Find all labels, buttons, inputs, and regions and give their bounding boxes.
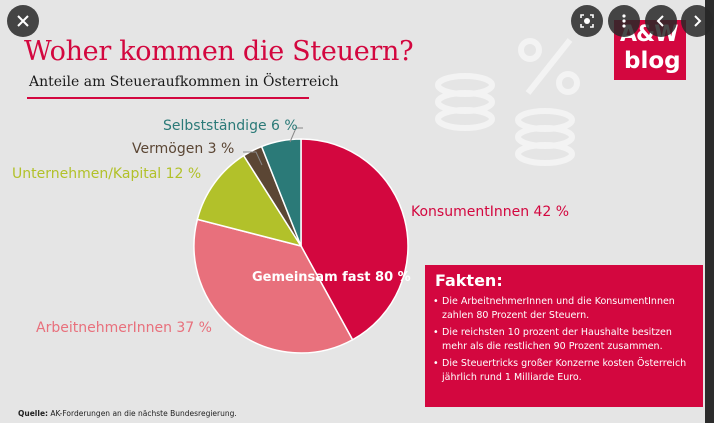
facts-box: Fakten: Die ArbeitnehmerInnen und die Ko… [425, 265, 703, 407]
source-label: Quelle: [18, 409, 49, 418]
source-note: Quelle: AK-Forderungen an die nächste Bu… [18, 409, 237, 418]
close-button[interactable] [7, 5, 39, 37]
lens-button[interactable] [571, 5, 603, 37]
previous-button[interactable] [645, 5, 677, 37]
close-icon [17, 15, 29, 27]
subtitle-underline [27, 97, 309, 99]
next-button[interactable] [681, 5, 713, 37]
page-subtitle: Anteile am Steueraufkommen in Österreich [29, 74, 339, 90]
slice-label-konsumentinnen: KonsumentInnen 42 % [411, 204, 570, 220]
more-vert-icon [622, 14, 626, 28]
fact-item: Die reichsten 10 prozent der Haushalte b… [433, 326, 699, 354]
pie-slice-konsumentinnen [300, 138, 409, 341]
slice-label-unternehmen: Unternehmen/Kapital 12 % [12, 166, 202, 182]
page-title: Woher kommen die Steuern? [24, 36, 414, 67]
leader-vermoegen [243, 151, 263, 166]
lens-icon [580, 14, 594, 28]
fact-item: Die Steuertricks großer Konzerne kosten … [433, 357, 699, 385]
pie-slice-arbeitnehmerinnen [193, 218, 354, 354]
center-annotation: Gemeinsam fast 80 % [252, 270, 411, 285]
leader-selbststaendige [289, 127, 303, 143]
slice-label-selbststaendige: Selbstständige 6 % [163, 118, 298, 134]
facts-list: Die ArbeitnehmerInnen und die KonsumentI… [433, 295, 699, 388]
chevron-left-icon [656, 15, 664, 27]
logo-line2: blog [624, 48, 681, 74]
source-text: AK-Forderungen an die nächste Bundesregi… [48, 409, 237, 418]
fact-item: Die ArbeitnehmerInnen und die KonsumentI… [433, 295, 699, 323]
chevron-right-icon [694, 15, 702, 27]
more-button[interactable] [608, 5, 640, 37]
slice-label-vermoegen: Vermögen 3 % [132, 141, 235, 157]
viewer-edge [705, 0, 714, 423]
coins-decoration [435, 38, 580, 166]
pie-slice-selbststaendige [260, 138, 302, 247]
pie-slice-unternehmen [196, 154, 303, 248]
facts-title: Fakten: [435, 271, 503, 290]
slice-label-arbeitnehmerinnen: ArbeitnehmerInnen 37 % [36, 320, 212, 336]
